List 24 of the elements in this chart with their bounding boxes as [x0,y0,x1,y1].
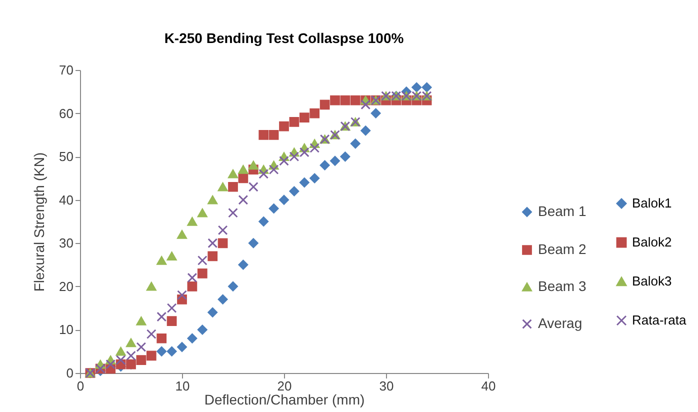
x-tick-label: 10 [175,378,190,394]
x-axis-title: Deflection/Chamber (mm) [204,392,365,408]
y-tick-label: 70 [59,62,74,78]
y-tick-label: 50 [59,149,74,164]
legend-label: Beam 2 [538,241,586,257]
y-tick-label: 10 [59,322,74,338]
x-tick-label: 0 [76,378,84,394]
x-tick-label: 20 [277,378,292,394]
legend-label: Beam 1 [538,203,586,219]
y-tick-label: 0 [66,366,74,380]
text: Balok1 [632,196,672,210]
text: Rata-rata [632,312,687,328]
y-axis-title: Flexural Strength (KN) [31,152,48,292]
y-tick-label: 60 [59,106,74,121]
y-tick-label: 20 [59,278,74,294]
text: Balok2 [632,234,672,250]
y-tick-label: 40 [59,192,74,208]
x-tick-label: 30 [379,378,394,394]
x-tick-label: 40 [481,378,496,394]
y-tick-label: 30 [59,236,74,251]
legend-label: Averag [538,315,582,331]
text: Balok3 [632,274,672,288]
legend-label: Beam 3 [538,278,586,294]
chart-title: K-250 Bending Test Collaspse 100% [164,30,404,46]
